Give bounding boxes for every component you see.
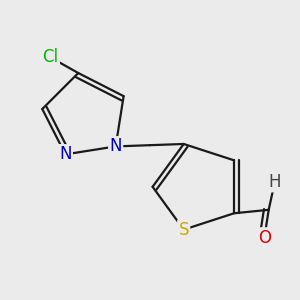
Text: S: S: [178, 220, 189, 238]
Text: N: N: [59, 146, 72, 164]
Text: Cl: Cl: [43, 48, 58, 66]
Text: N: N: [110, 137, 122, 155]
Text: O: O: [258, 229, 271, 247]
Text: H: H: [268, 173, 281, 191]
